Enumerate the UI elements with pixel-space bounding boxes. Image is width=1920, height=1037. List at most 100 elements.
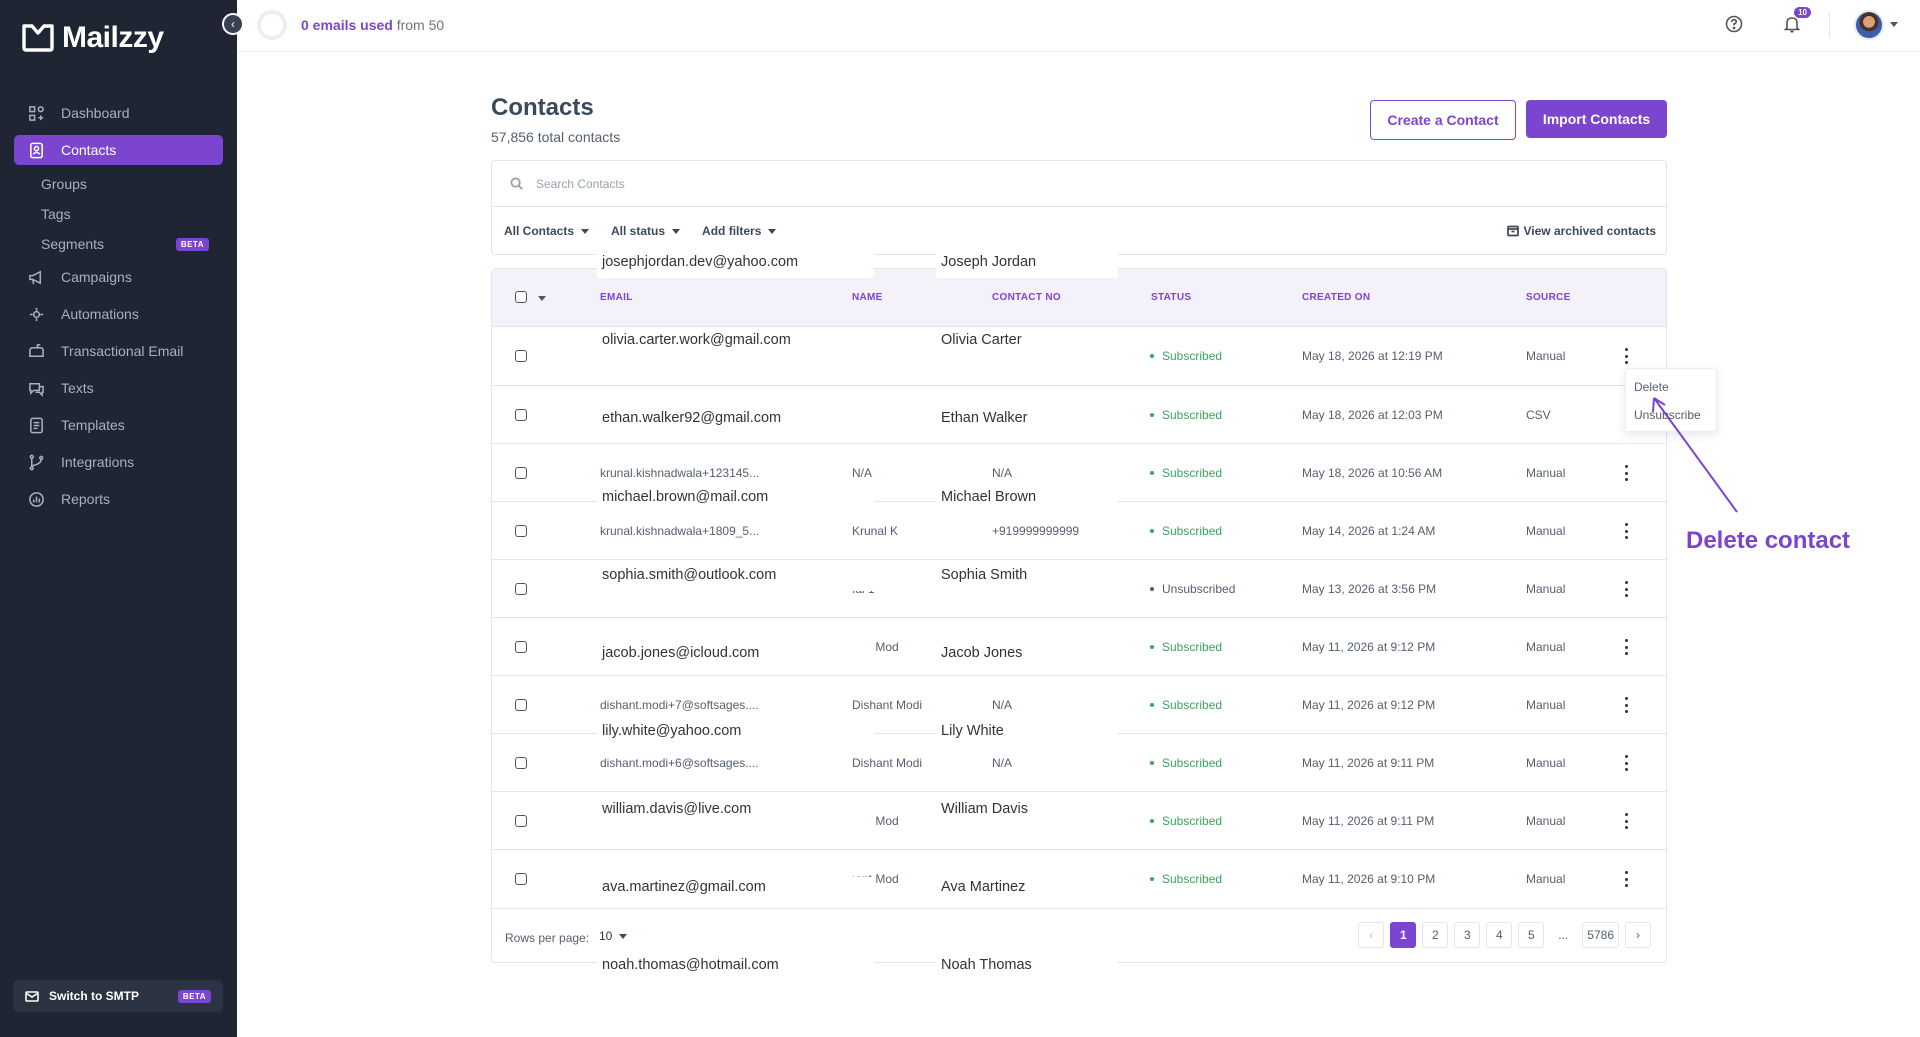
table-row[interactable]: Subscribed May 18, 2026 at 12:19 PM Manual <box>492 326 1666 384</box>
row-checkbox[interactable] <box>515 583 527 595</box>
column-header-name[interactable]: NAME <box>852 292 883 303</box>
table-row[interactable]: Subscribed May 18, 2026 at 12:03 PM CSV <box>492 385 1666 443</box>
page-button[interactable]: 5786 <box>1582 922 1619 948</box>
row-checkbox[interactable] <box>515 641 527 653</box>
overlay-name-label: Sophia Smith <box>936 565 1118 591</box>
sidebar-item-dashboard[interactable]: Dashboard <box>14 98 223 128</box>
avatar[interactable] <box>1854 10 1884 40</box>
rows-per-page-value: 10 <box>599 929 613 943</box>
sidebar-item-label: Automations <box>61 306 139 322</box>
contact-source: Manual <box>1526 640 1566 654</box>
status-label: Subscribed <box>1162 408 1223 422</box>
switch-to-smtp-button[interactable]: Switch to SMTP BETA <box>13 980 223 1012</box>
kebab-menu-icon[interactable] <box>1625 523 1629 539</box>
page-button[interactable]: 2 <box>1422 922 1449 948</box>
caret-down-icon <box>619 933 628 939</box>
automation-icon <box>27 305 45 323</box>
sidebar-item-texts[interactable]: Texts <box>14 373 223 403</box>
kebab-menu-icon[interactable] <box>1625 697 1629 713</box>
unsubscribe-menu-item[interactable]: Unsubscribe <box>1634 408 1701 422</box>
row-checkbox[interactable] <box>515 873 527 885</box>
delete-menu-item[interactable]: Delete <box>1634 380 1669 394</box>
previous-page-button[interactable]: ‹ <box>1358 922 1385 948</box>
contact-email[interactable]: dishant.modi+7@softsages.... <box>600 698 759 712</box>
table-row[interactable]: ıal 1UnsubscribedMay 13, 2026 at 3:56 PM… <box>492 559 1666 617</box>
row-checkbox[interactable] <box>515 350 527 362</box>
kebab-menu-icon[interactable] <box>1625 871 1629 887</box>
dashboard-icon <box>27 104 45 122</box>
table-row[interactable]: krunal.kishnadwala+123145... N/A N/A Subscr… <box>492 443 1666 501</box>
notifications-bell-icon[interactable]: 10 <box>1782 7 1811 34</box>
contact-source: Manual <box>1526 814 1566 828</box>
app-logo[interactable]: Mailzzy <box>20 20 164 56</box>
kebab-menu-icon[interactable] <box>1625 813 1629 829</box>
kebab-menu-icon[interactable] <box>1625 348 1629 364</box>
help-icon[interactable] <box>1724 14 1744 34</box>
page-button[interactable]: 5 <box>1518 922 1545 948</box>
import-contacts-button[interactable]: Import Contacts <box>1526 100 1667 138</box>
sidebar-item-templates[interactable]: Templates <box>14 410 223 440</box>
next-page-button[interactable]: › <box>1625 922 1651 948</box>
page-button[interactable]: 3 <box>1454 922 1481 948</box>
column-header-created-on[interactable]: CREATED ON <box>1302 292 1371 303</box>
sidebar-item-automations[interactable]: Automations <box>14 299 223 329</box>
sidebar-item-label: Contacts <box>61 142 117 158</box>
sidebar-subitem-segments[interactable]: Segments BETA <box>14 232 223 256</box>
select-options-caret-icon[interactable] <box>538 296 546 301</box>
search-bar <box>492 161 1666 207</box>
view-archived-contacts-link[interactable]: View archived contacts <box>1507 224 1656 238</box>
row-checkbox[interactable] <box>515 757 527 769</box>
page-button[interactable]: 4 <box>1486 922 1513 948</box>
kebab-menu-icon[interactable] <box>1625 465 1629 481</box>
status-dot <box>1150 877 1154 881</box>
contact-email[interactable]: krunal.kishnadwala+123145... <box>600 466 760 480</box>
usage-count: 0 emails used <box>301 17 393 33</box>
sidebar-item-integrations[interactable]: Integrations <box>14 447 223 477</box>
chevron-down-icon[interactable] <box>1890 22 1898 27</box>
column-header-email[interactable]: EMAIL <box>600 292 633 303</box>
sidebar-subitem-tags[interactable]: Tags <box>14 202 223 226</box>
sidebar-subitem-groups[interactable]: Groups <box>14 172 223 196</box>
sidebar-item-transactional-email[interactable]: Transactional Email <box>14 336 223 366</box>
table-row[interactable]: dishant.modi+7@softsages.... Dishant Modi… <box>492 675 1666 733</box>
usage-total: from 50 <box>396 17 445 33</box>
kebab-menu-icon[interactable] <box>1625 639 1629 655</box>
overlay-name-label: Olivia Carter <box>936 330 1118 356</box>
column-header-source[interactable]: SOURCE <box>1526 292 1571 303</box>
sidebar-item-label: Dashboard <box>61 105 130 121</box>
collapse-sidebar-button[interactable]: ‹ <box>222 13 244 35</box>
sidebar-item-campaigns[interactable]: Campaigns <box>14 262 223 292</box>
contact-email[interactable]: krunal.kishnadwala+1809_5... <box>600 524 760 538</box>
select-all-checkbox[interactable] <box>515 291 527 303</box>
created-on: May 11, 2026 at 9:10 PM <box>1302 872 1436 886</box>
add-filters-dropdown[interactable]: Add filters <box>702 224 777 238</box>
row-checkbox[interactable] <box>515 409 527 421</box>
contact-email[interactable]: dishant.modi+6@softsages.... <box>600 756 759 770</box>
page-button[interactable]: 1 <box>1390 922 1417 948</box>
create-contact-button[interactable]: Create a Contact <box>1370 100 1516 140</box>
sidebar-item-label: Integrations <box>61 454 135 470</box>
status-badge: Subscribed <box>1150 524 1222 538</box>
sidebar-item-reports[interactable]: Reports <box>14 484 223 514</box>
row-checkbox[interactable] <box>515 815 527 827</box>
row-checkbox[interactable] <box>515 699 527 711</box>
all-contacts-dropdown[interactable]: All Contacts <box>504 224 590 238</box>
sidebar-item-contacts[interactable]: Contacts <box>14 135 223 165</box>
column-header-status[interactable]: STATUS <box>1151 292 1192 303</box>
row-checkbox[interactable] <box>515 525 527 537</box>
kebab-menu-icon[interactable] <box>1625 755 1629 771</box>
created-on: May 11, 2026 at 9:12 PM <box>1302 698 1436 712</box>
row-checkbox[interactable] <box>515 467 527 479</box>
status-badge: Subscribed <box>1150 640 1222 654</box>
table-header: EMAIL NAME CONTACT NO STATUS CREATED ON … <box>492 269 1666 326</box>
created-on: May 18, 2026 at 12:19 PM <box>1302 349 1443 363</box>
rows-per-page-select[interactable]: 10 <box>599 929 628 943</box>
status-dropdown[interactable]: All status <box>611 224 681 238</box>
table-row[interactable]: ıant Mod Subscribed May 11, 2026 at 9:11 P… <box>492 791 1666 849</box>
app-name: Mailzzy <box>62 21 164 54</box>
column-header-contact-no[interactable]: CONTACT NO <box>992 292 1061 303</box>
kebab-menu-icon[interactable] <box>1625 581 1629 597</box>
search-input[interactable] <box>536 176 1436 191</box>
table-row[interactable]: ıant Mod Subscribed May 11, 2026 at 9:12 P… <box>492 617 1666 675</box>
mailbox-icon <box>27 342 45 360</box>
